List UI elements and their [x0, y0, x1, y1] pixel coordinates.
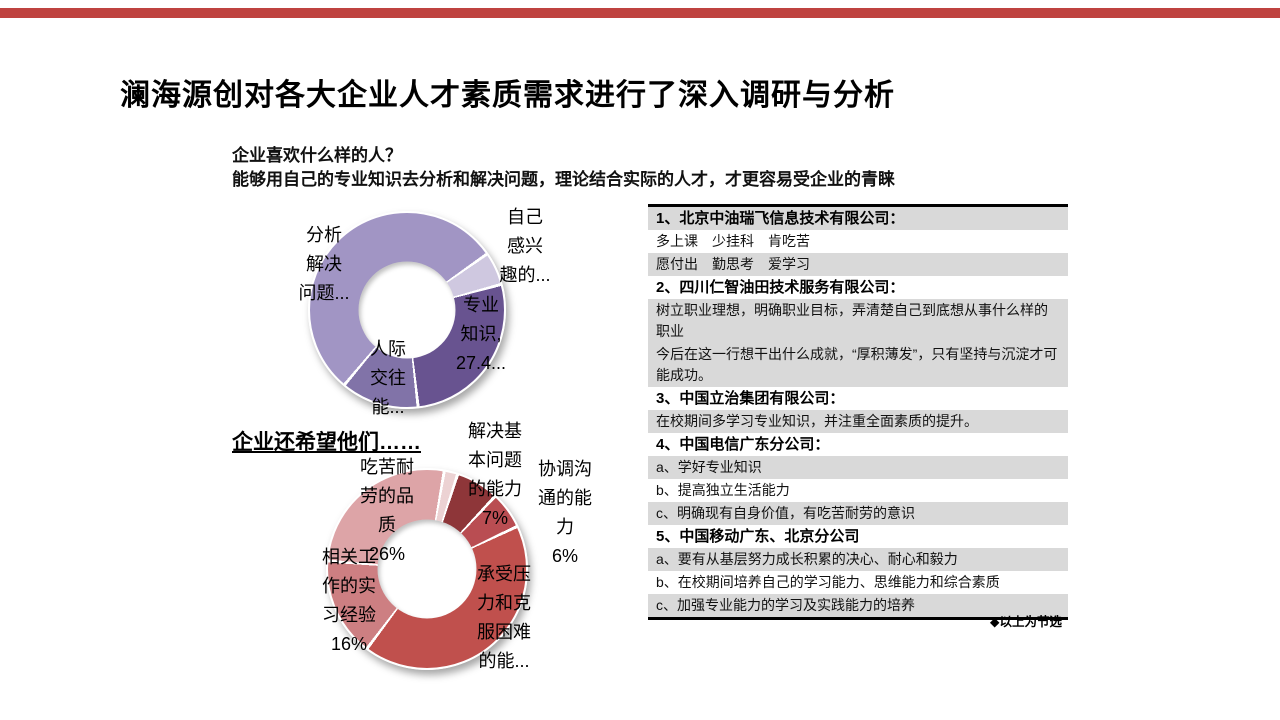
- slide-subtitle: 企业喜欢什么样的人？ 能够用自己的专业知识去分析和解决问题，理论结合实际的人才，…: [232, 144, 1062, 192]
- panel-row-company-2: 2、四川仁智油田技术服务有限公司：: [656, 279, 905, 296]
- company-requirements-panel: 1、北京中油瑞飞信息技术有限公司： 多上课 少挂科 肯吃苦 愿付出 勤思考 爱学…: [648, 204, 1068, 629]
- panel-row-company-3: 3、中国立治集团有限公司：: [656, 390, 845, 407]
- subtitle-line-1: 企业喜欢什么样的人？: [232, 146, 402, 165]
- panel-row: 树立职业理想，明确职业目标，弄清楚自己到底想从事什么样的职业: [648, 299, 1068, 343]
- panel-row: c、明确现有自身价值，有吃苦耐劳的意识: [648, 502, 1068, 525]
- panel-row-company-5: 5、中国移动广东、北京分公司: [656, 528, 860, 545]
- donut-chart-preferred-qualities: 分析 解决 问题... 自己 感兴 趣的... 专业 知识, 27.4... 人…: [298, 207, 550, 417]
- panel-row: 在校期间多学习专业知识，并注重全面素质的提升。: [648, 410, 1068, 433]
- chart-label-professional-knowledge: 专业 知识, 27.4...: [455, 295, 507, 373]
- panel-row: b、在校期间培养自己的学习能力、思维能力和综合素质: [656, 574, 1000, 590]
- panel-row: a、学好专业知识: [648, 456, 1068, 479]
- panel-row-company-4: 4、中国电信广东分公司：: [656, 436, 830, 453]
- chart-label-interpersonal: 人际 交往 能...: [370, 339, 406, 417]
- panel-row: a、要有从基层努力成长积累的决心、耐心和毅力: [648, 548, 1068, 571]
- chart-label-hardworking: 吃苦耐 劳的品 质 26%: [360, 457, 414, 564]
- chart-label-basic-problem-solving: 解决基 本问题 的能力 7%: [468, 421, 522, 528]
- donut-hole: [358, 261, 456, 359]
- panel-row: 多上课 少挂科 肯吃苦: [656, 233, 810, 249]
- chart-label-analyze-solve: 分析 解决 问题...: [298, 225, 350, 303]
- chart-label-own-interest: 自己 感兴 趣的...: [499, 207, 551, 285]
- top-accent-bar: [0, 8, 1280, 18]
- chart-label-internship-experience: 相关工 作的实 习经验 16%: [322, 547, 376, 654]
- section2-heading: 企业还希望他们……: [232, 431, 421, 454]
- slide-title: 澜海源创对各大企业人才素质需求进行了深入调研与分析: [120, 79, 895, 112]
- subtitle-line-2: 能够用自己的专业知识去分析和解决问题，理论结合实际的人才，才更容易受企业的青睐: [232, 170, 895, 189]
- chart-label-coordination-communication: 协调沟 通的能 力 6%: [538, 459, 592, 566]
- panel-row: 愿付出 勤思考 爱学习: [648, 253, 1068, 276]
- donut-hole: [377, 519, 477, 619]
- panel-row: 今后在这一行想干出什么成就，“厚积薄发”，只有坚持与沉淀才可能成功。: [648, 343, 1068, 387]
- chart-label-pressure-tolerance: 承受压 力和克 服困难 的能...: [477, 564, 531, 671]
- donut-chart-additional-hopes: 吃苦耐 劳的品 质 26% 相关工 作的实 习经验 16% 解决基 本问题 的能…: [322, 421, 592, 671]
- panel-excerpt-note: ◆以上为节选: [989, 615, 1062, 629]
- panel-row: b、提高独立生活能力: [656, 482, 790, 498]
- panel-row: c、加强专业能力的学习及实践能力的培养: [648, 594, 1068, 617]
- panel-row-company-1: 1、北京中油瑞飞信息技术有限公司：: [648, 207, 1068, 230]
